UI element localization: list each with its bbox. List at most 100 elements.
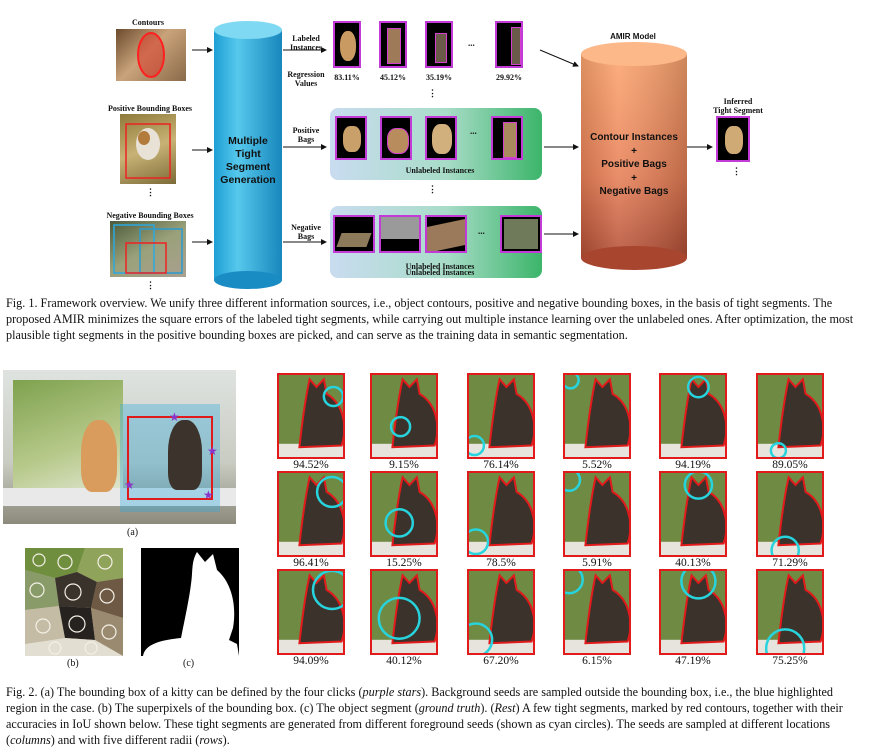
tight-segment-cell [563, 373, 631, 459]
purple-star-icon: ★ [124, 478, 135, 492]
generator-line: Multiple [228, 135, 268, 147]
dog-shape [343, 126, 361, 152]
segment-image [661, 473, 725, 555]
amir-cylinder [581, 42, 687, 270]
horizontal-ellipsis: ... [470, 126, 477, 136]
iou-value: 9.15% [389, 459, 419, 471]
cat-segment-contour [488, 377, 533, 449]
segment-image [661, 571, 725, 653]
labeled-instance-thumb [425, 21, 453, 68]
tight-segment-cell [277, 569, 345, 655]
cyan-seed-circle [311, 571, 343, 611]
iou-value: 40.12% [386, 655, 422, 667]
segment-image [469, 571, 533, 653]
model-plus: + [631, 172, 637, 184]
tight-segment-cell [756, 569, 824, 655]
segment-image [565, 571, 629, 653]
model-line: Positive Bags [601, 159, 667, 170]
cyan-seed-circle [469, 528, 490, 555]
segment-image [279, 473, 343, 555]
caption-text: ). Background seeds are sampled outside … [6, 685, 834, 715]
tight-segment-cell [659, 569, 727, 655]
labeled-instance-thumb [333, 21, 361, 68]
generator-line: Segment [225, 161, 271, 173]
bounding-box [127, 416, 213, 500]
caption-emphasis: purple stars [362, 685, 422, 699]
cat-segment-contour [298, 475, 343, 547]
label-line: Bags [297, 135, 315, 144]
cyan-seed-circle [683, 473, 714, 500]
negative-box-overlay [113, 224, 183, 274]
model-plus: + [631, 145, 637, 157]
cyan-seed-circle [770, 535, 801, 555]
model-line: Contour Instances [590, 132, 678, 143]
segment-image [372, 473, 436, 555]
iou-value: 6.15% [582, 655, 612, 667]
label-line: Regression [287, 70, 325, 79]
positive-boxes-label: Positive Bounding Boxes [107, 104, 192, 113]
cyan-seed-circle [769, 441, 788, 457]
cat-segment-contour [777, 377, 822, 449]
negative-boxes-image [110, 221, 186, 277]
dog-shape [432, 124, 452, 154]
tight-segment-cell [467, 471, 535, 557]
caption-text: ) A few tight segments, marked by red co… [6, 701, 843, 747]
iou-value: 89.05% [772, 459, 808, 471]
segment-image [469, 473, 533, 555]
horizontal-ellipsis: ... [468, 38, 475, 48]
positive-boxes-image [120, 114, 176, 184]
dog-shape [511, 27, 521, 65]
background-shape [381, 217, 419, 239]
fig2-caption: Fig. 2. (a) The bounding box of a kitty … [6, 684, 861, 748]
purple-star-icon: ★ [207, 444, 218, 458]
cyan-seed-circle [377, 596, 421, 640]
cat-segment-contour [488, 573, 533, 645]
label-line: Tight Segment [713, 106, 763, 115]
segment-image [372, 375, 436, 457]
tight-segment-cell [370, 373, 438, 459]
inferred-segment-thumb [716, 116, 750, 162]
caption-text: ). ( [480, 701, 495, 715]
cat-segment-contour [298, 573, 343, 645]
cyan-seed-circle [469, 622, 494, 653]
caption-text: Fig. 2. (a) The bounding box of a kitty … [6, 685, 363, 699]
window-sill [3, 488, 236, 506]
negative-bag-instance [379, 215, 421, 253]
iou-value: 76.14% [483, 459, 519, 471]
iou-value: 96.41% [293, 557, 329, 569]
label-line: Labeled [292, 34, 320, 43]
label-line: Instances [289, 43, 322, 52]
label-line: Values [294, 79, 318, 88]
iou-value: 5.52% [582, 459, 612, 471]
background-shape [427, 218, 465, 251]
vertical-ellipsis: ⋮ [146, 280, 155, 290]
cat-segment-contour [584, 573, 629, 645]
tight-segment-cell [277, 373, 345, 459]
label-line: Positive [292, 126, 320, 135]
vertical-ellipsis: ⋮ [146, 187, 155, 197]
dog-shape [435, 33, 447, 63]
contours-label: Contours [131, 18, 164, 27]
label-line: Negative [291, 223, 321, 232]
purple-star-icon: ★ [169, 410, 180, 424]
dark-cat [168, 420, 202, 490]
cyan-seed-circle [389, 415, 412, 438]
generator-label: Multiple Tight Segment Generation [214, 135, 282, 187]
cat-segment-contour [391, 377, 436, 449]
tight-segment-cell [563, 569, 631, 655]
segment-image [372, 571, 436, 653]
iou-value: 71.29% [772, 557, 808, 569]
iou-value: 94.19% [675, 459, 711, 471]
mask-shape [143, 552, 239, 656]
superpixel-pattern [25, 548, 123, 656]
label-line: Inferred [723, 97, 753, 106]
label-c: (c) [183, 658, 195, 669]
iou-value: 5.91% [582, 557, 612, 569]
segment-image [758, 375, 822, 457]
dog-shape [387, 128, 409, 154]
superpixels-image [25, 548, 123, 656]
segment-image [469, 375, 533, 457]
vertical-ellipsis: ⋮ [428, 88, 437, 98]
cat-segment-contour [298, 377, 343, 449]
segment-image [565, 473, 629, 555]
